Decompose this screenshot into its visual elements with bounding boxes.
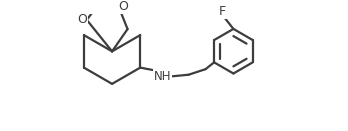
Text: O: O — [118, 0, 128, 13]
Text: NH: NH — [154, 70, 171, 83]
Text: F: F — [219, 5, 226, 18]
Text: O: O — [77, 13, 87, 26]
